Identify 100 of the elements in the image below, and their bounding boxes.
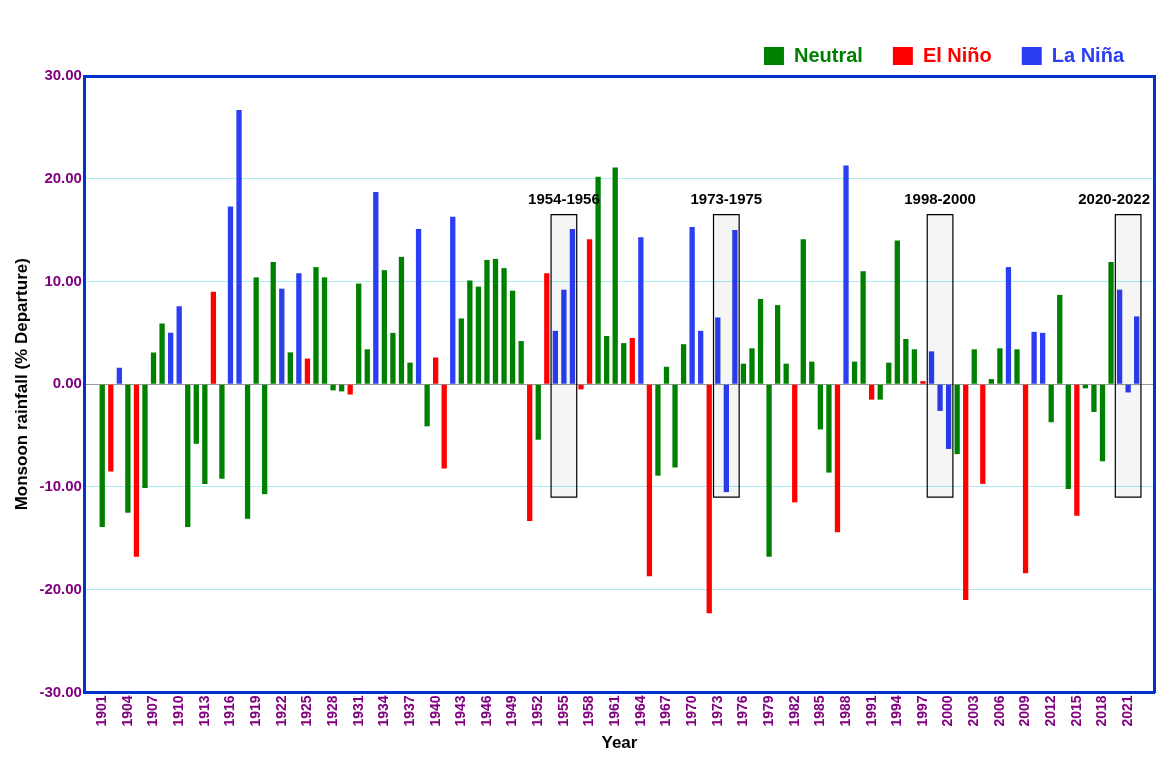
x-tick-label: 1940 [426,695,443,727]
bar [484,259,490,384]
bar [270,261,276,384]
bar [1031,331,1037,384]
bar [569,229,576,384]
band-label: 1973-1975 [690,190,763,208]
bar [219,384,225,479]
bar [415,229,422,384]
bar [903,339,909,384]
x-tick-label: 1919 [246,695,263,727]
bar [501,268,507,384]
x-tick-label: 1907 [144,695,161,727]
bar [552,330,558,384]
bar [518,341,524,384]
bar [817,384,824,430]
x-tick-label: 1985 [811,695,828,727]
x-tick-label: 1994 [888,695,905,727]
x-tick-label: 1934 [375,695,392,727]
bar [125,384,131,513]
bar [757,298,764,384]
bar [433,357,439,384]
bar [296,273,302,384]
bar [1014,349,1020,384]
bar [621,343,627,384]
x-tick-label: 1955 [554,695,571,727]
bar [997,348,1003,384]
bar [467,280,473,384]
bar [945,384,952,449]
x-tick-label: 2006 [990,695,1007,727]
bar [860,271,866,384]
bar [749,348,755,384]
y-tick-label: 0.00 [52,374,82,392]
bar [809,361,815,384]
x-tick-label: 2009 [1016,695,1033,727]
x-tick-label: 1916 [221,695,238,727]
bar [783,363,789,384]
x-tick-label: 1913 [195,695,212,727]
bar [706,384,712,614]
x-tick-label: 1982 [785,695,802,727]
bar [287,352,293,384]
bar [407,362,413,384]
bar [133,384,140,557]
bar [723,384,729,493]
bar [851,361,858,384]
bar [244,384,251,519]
bar [689,227,695,384]
x-tick-label: 1931 [349,695,366,727]
x-tick-label: 1901 [93,695,110,727]
legend-label: El Niño [922,43,992,66]
x-tick-label: 1952 [529,695,546,727]
bar [954,384,960,455]
x-tick-label: 1976 [734,695,751,727]
bar [236,109,242,384]
x-tick-label: 1904 [118,695,135,727]
bar [150,352,157,384]
bar [193,384,199,444]
x-tick-label: 1973 [708,695,725,727]
bar [792,384,798,503]
x-tick-label: 1949 [503,695,520,727]
bar [330,384,336,391]
x-tick-label: 1925 [298,695,315,727]
bar [1108,261,1114,384]
bar [1057,294,1063,384]
legend-label: La Niña [1051,43,1125,66]
bar [963,384,969,600]
bar [279,288,285,384]
y-tick-label: -20.00 [39,579,82,597]
bar [1048,384,1054,423]
x-tick-label: 2003 [965,695,982,727]
bar [1074,384,1080,516]
x-tick-label: 1928 [323,695,340,727]
bar [185,384,191,528]
bar [167,332,174,384]
bar [321,277,328,384]
y-tick-label: 20.00 [44,168,82,186]
bar [920,381,926,384]
bar [612,167,618,384]
bar [715,317,721,384]
bar [1022,384,1029,574]
bar [253,277,259,384]
bar [492,258,499,384]
bar [142,384,148,488]
x-tick-label: 1967 [657,695,674,727]
bar [398,256,405,384]
bar [356,283,362,384]
bar [159,323,165,384]
bar [1125,384,1131,393]
bar [766,384,772,557]
y-tick-label: -30.00 [39,682,82,700]
bar [262,384,268,495]
bar [1091,384,1097,412]
bar [381,270,388,384]
legend-label: Neutral [793,43,863,66]
x-tick-label: 1943 [452,695,469,727]
x-tick-label: 1964 [631,695,648,727]
bar [638,237,644,384]
bar [458,318,464,384]
y-tick-label: -10.00 [39,477,82,495]
bar [629,337,635,384]
bar [586,239,593,384]
